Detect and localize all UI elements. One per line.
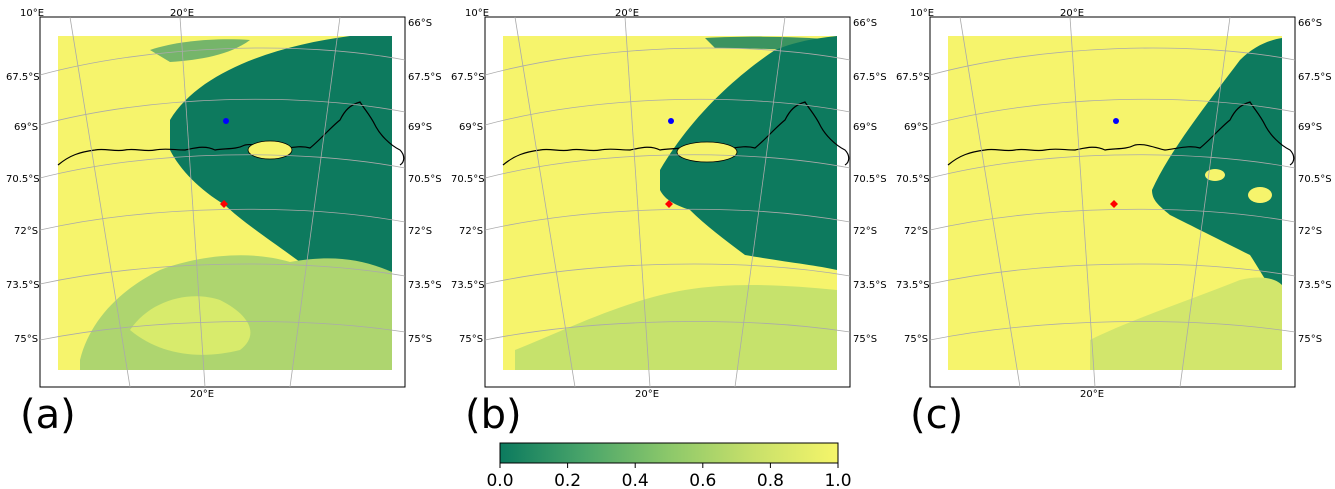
map-a-lat-right-3: 72°S [408,226,432,237]
map-c-blue-marker [1113,118,1119,124]
map-c-graticule [929,16,1296,388]
map-b-lat-right-2: 70.5°S [853,174,887,185]
map-c-lat-right-0: 67.5°S [1298,72,1332,83]
map-a-lat-right-4: 73.5°S [408,280,442,291]
map-b-lat-left-2: 70.5°S [451,174,485,185]
map-a-lat-right-1: 69°S [408,122,432,133]
colorbar-tick-2: 0.4 [622,471,649,489]
map-a-graticule [39,16,406,388]
map-c-hole-a [1248,187,1272,203]
map-b-lon-bottom: 20°E [635,389,659,400]
map-b-lat-top-right: 66°S [853,18,877,29]
map-a-region-dark-top [150,39,250,62]
panel-c-label: (c) [910,392,964,438]
map-b-ice-shelf-blob [676,141,738,163]
map-a-lat-left-3: 72°S [14,226,38,237]
map-b-region-pale-south [515,285,837,370]
map-panel-a: 10°E 20°E 20°E 66°S 67.5°S 69°S 70.5°S 7… [0,0,445,445]
map-a-lat-right-2: 70.5°S [408,174,442,185]
map-b-lat-right-1: 69°S [853,122,877,133]
map-b-lon-top-mid: 20°E [615,8,639,19]
map-a-lat-left-5: 75°S [14,334,38,345]
map-panel-b: 10°E 20°E 20°E 66°S 67.5°S 69°S 70.5°S 7… [445,0,890,445]
map-c-lat-left-5: 75°S [904,334,928,345]
map-b-lat-left-5: 75°S [459,334,483,345]
map-a-lat-left-4: 73.5°S [6,280,40,291]
map-a-lon-top-mid: 20°E [170,8,194,19]
map-b-lat-right-3: 72°S [853,226,877,237]
map-b-lat-left-4: 73.5°S [451,280,485,291]
map-c-lat-right-2: 70.5°S [1298,174,1332,185]
map-b-lat-right-0: 67.5°S [853,72,887,83]
map-c-lat-right-1: 69°S [1298,122,1322,133]
map-c-lat-left-0: 67.5°S [896,72,930,83]
map-c-lon-top-left: 10°E [910,8,934,19]
map-c-lon-bottom: 20°E [1080,389,1104,400]
map-c-lat-left-2: 70.5°S [896,174,930,185]
map-a-region-light-south [130,296,251,355]
map-a-lat-left-1: 69°S [14,122,38,133]
map-c-lon-top-mid: 20°E [1060,8,1084,19]
map-b-region-ice-dark [660,36,837,270]
map-c-lat-right-4: 73.5°S [1298,280,1332,291]
map-a-lat-top-right: 66°S [408,18,432,29]
map-b-lon-top-left: 10°E [465,8,489,19]
map-c-svg: 10°E 20°E 20°E 66°S 67.5°S 69°S 70.5°S 7… [896,8,1332,400]
map-a-lat-left-2: 70.5°S [6,174,40,185]
colorbar-gradient [499,442,839,464]
map-b-lat-right-5: 75°S [853,334,877,345]
map-b-svg: 10°E 20°E 20°E 66°S 67.5°S 69°S 70.5°S 7… [451,8,887,400]
map-a-lat-right-0: 67.5°S [408,72,442,83]
map-a-lat-left-0: 67.5°S [6,72,40,83]
map-c-lat-left-1: 69°S [904,122,928,133]
map-a-lon-top-left: 10°E [20,8,44,19]
panel-a-label: (a) [20,392,76,438]
map-c-lat-top-right: 66°S [1298,18,1322,29]
map-c-red-marker [1110,200,1118,208]
colorbar-ticks [499,463,839,468]
panel-b-label: (b) [465,392,522,438]
map-b-lat-left-1: 69°S [459,122,483,133]
map-a-ice-shelf-blob [247,140,293,160]
map-a-svg: 10°E 20°E 20°E 66°S 67.5°S 69°S 70.5°S 7… [6,8,442,400]
map-b-graticule [484,16,851,388]
map-panel-c: 10°E 20°E 20°E 66°S 67.5°S 69°S 70.5°S 7… [890,0,1335,445]
map-b-lat-right-4: 73.5°S [853,280,887,291]
map-a-lon-bottom: 20°E [190,389,214,400]
map-a-red-marker [220,200,228,208]
map-b-blue-marker [668,118,674,124]
colorbar-tick-5: 1.0 [824,471,851,489]
map-c-lat-right-3: 72°S [1298,226,1322,237]
map-c-lat-left-3: 72°S [904,226,928,237]
map-c-region-pale-south [1090,277,1282,370]
map-b-red-marker [665,200,673,208]
map-c-region-ice-dark [1152,38,1282,300]
map-a-blue-marker [223,118,229,124]
map-c-coastline [947,101,1295,166]
map-a-lat-right-5: 75°S [408,334,432,345]
map-c-lat-right-5: 75°S [1298,334,1322,345]
map-b-lat-left-3: 72°S [459,226,483,237]
colorbar-tick-1: 0.2 [554,471,581,489]
colorbar-tick-0: 0.0 [486,471,513,489]
map-c-hole-b [1205,169,1225,181]
map-c-lat-left-4: 73.5°S [896,280,930,291]
colorbar-tick-4: 0.8 [757,471,784,489]
map-b-lat-left-0: 67.5°S [451,72,485,83]
colorbar-tick-3: 0.6 [689,471,716,489]
